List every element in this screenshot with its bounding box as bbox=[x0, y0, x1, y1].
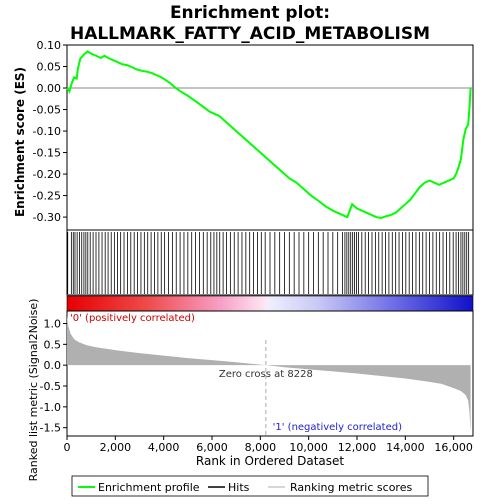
ranking-metric-area bbox=[67, 315, 471, 432]
es-y-tick-label: -0.20 bbox=[33, 168, 61, 181]
x-tick-label: 8,000 bbox=[245, 441, 277, 454]
es-y-tick-label: 0.10 bbox=[37, 39, 62, 52]
metric-y-tick-label: -1.5 bbox=[40, 422, 61, 435]
x-tick-label: 2,000 bbox=[100, 441, 132, 454]
es-y-tick-label: 0.05 bbox=[37, 61, 62, 74]
metric-y-tick-label: 0.0 bbox=[44, 359, 62, 372]
x-axis-label: Rank in Ordered Dataset bbox=[196, 454, 344, 468]
metric-y-tick-label: -0.5 bbox=[40, 380, 61, 393]
x-tick-label: 16,000 bbox=[434, 441, 473, 454]
hit-lines bbox=[67, 232, 470, 294]
es-y-tick-label: -0.25 bbox=[33, 190, 61, 203]
es-y-tick-label: 0.00 bbox=[37, 82, 62, 95]
x-tick-label: 14,000 bbox=[386, 441, 425, 454]
legend-hits-label: Hits bbox=[228, 481, 250, 494]
metric-y-axis-label: Ranked list metric (Signal2Noise) bbox=[27, 299, 40, 482]
legend-box bbox=[71, 475, 429, 497]
negative-correlation-label: '1' (negatively correlated) bbox=[273, 422, 402, 433]
metric-y-ticks: 1.0 0.5 0.0 -0.5 -1.0 -1.5 bbox=[40, 318, 67, 435]
chart-title-line2: HALLMARK_FATTY_ACID_METABOLISM bbox=[70, 24, 430, 44]
metric-panel: Zero cross at 8228 '0' (positively corre… bbox=[27, 299, 474, 482]
es-y-tick-label: -0.15 bbox=[33, 147, 61, 160]
es-y-tick-label: -0.30 bbox=[33, 211, 61, 224]
es-panel: 0.10 0.05 0.00 -0.05 -0.10 -0.15 -0.20 -0.25 -0.… bbox=[13, 39, 474, 231]
x-tick-label: 10,000 bbox=[289, 441, 328, 454]
color-bar-gradient bbox=[67, 296, 473, 311]
es-panel-frame bbox=[66, 44, 474, 231]
positive-correlation-label: '0' (positively correlated) bbox=[70, 313, 195, 324]
legend-enrichment-profile-label: Enrichment profile bbox=[98, 481, 200, 494]
es-y-ticks: 0.10 0.05 0.00 -0.05 -0.10 -0.15 -0.20 -0.25 -0.… bbox=[33, 39, 67, 224]
metric-y-tick-label: 0.5 bbox=[44, 338, 62, 351]
zero-cross-label: Zero cross at 8228 bbox=[219, 369, 313, 380]
x-tick-label: 4,000 bbox=[148, 441, 180, 454]
es-y-tick-label: -0.05 bbox=[33, 104, 61, 117]
x-axis: 0 2,000 4,000 6,000 8,000 10,000 12,000 14,000 1… bbox=[64, 436, 473, 454]
x-tick-label: 6,000 bbox=[196, 441, 228, 454]
legend-ranking-metric-label: Ranking metric scores bbox=[290, 481, 412, 494]
legend: Enrichment profile Hits Ranking metric s… bbox=[71, 475, 429, 497]
enrichment-profile-line bbox=[66, 50, 472, 219]
es-y-axis-label: Enrichment score (ES) bbox=[13, 67, 27, 217]
x-tick-label: 12,000 bbox=[338, 441, 377, 454]
x-tick-label: 0 bbox=[64, 441, 71, 454]
metric-y-tick-label: -1.0 bbox=[40, 401, 61, 414]
es-y-tick-label: -0.10 bbox=[33, 125, 61, 138]
hits-panel bbox=[66, 229, 474, 296]
chart-title-line1: Enrichment plot: bbox=[170, 3, 330, 23]
metric-y-tick-label: 1.0 bbox=[44, 318, 62, 331]
correlation-color-bar bbox=[66, 295, 474, 312]
